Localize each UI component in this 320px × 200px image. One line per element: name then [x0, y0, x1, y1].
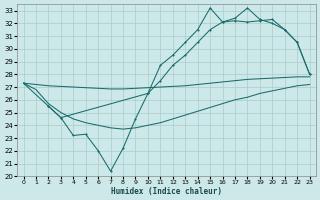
X-axis label: Humidex (Indice chaleur): Humidex (Indice chaleur) [111, 187, 222, 196]
